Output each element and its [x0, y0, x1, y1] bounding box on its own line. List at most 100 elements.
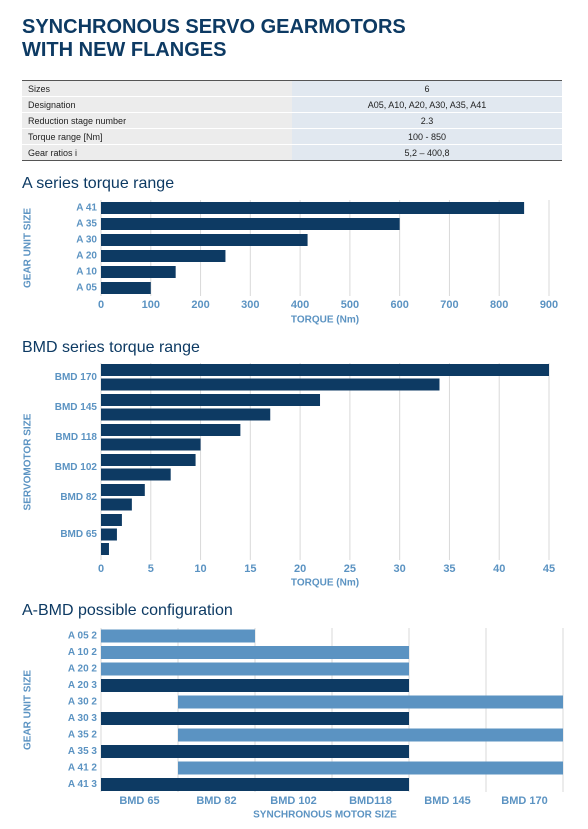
y-tick-label: A 35 3 — [68, 746, 98, 757]
bar — [101, 543, 109, 555]
y-tick-label: A 20 — [76, 251, 97, 262]
x-axis-title: TORQUE (Nm) — [291, 578, 359, 589]
value-cell: 5,2 – 400,8 — [292, 144, 562, 161]
title-line: WITH NEW FLANGES — [22, 39, 227, 61]
x-tick-label: BMD 65 — [119, 795, 159, 807]
y-tick-label: A 10 2 — [68, 647, 98, 658]
x-tick-label: 700 — [440, 299, 458, 311]
y-tick-label: A 20 2 — [68, 664, 98, 675]
bar — [101, 394, 321, 406]
bar — [101, 408, 271, 421]
value-cell: A05, A10, A20, A30, A35, A41 — [292, 96, 562, 113]
y-tick-label: BMD 82 — [60, 492, 97, 503]
y-tick-label: A 30 2 — [68, 697, 98, 708]
table-row: Gear ratios i 5,2 – 400,8 — [22, 144, 562, 161]
bar — [101, 528, 117, 541]
x-tick-label: BMD 82 — [196, 795, 236, 807]
y-axis-title: SERVOMOTOR SIZE — [23, 413, 34, 510]
x-tick-label: 10 — [194, 563, 206, 575]
range-bar — [101, 778, 409, 791]
key-cell: Gear ratios i — [22, 144, 292, 161]
table-row: Torque range [Nm] 100 - 850 — [22, 128, 562, 145]
table-row: Designation A05, A10, A20, A30, A35, A41 — [22, 96, 562, 113]
range-bar — [101, 646, 409, 659]
x-tick-label: 20 — [294, 563, 306, 575]
page-title: SYNCHRONOUS SERVO GEARMOTORS WITH NEW FL… — [22, 16, 406, 62]
y-tick-label: A 30 — [76, 235, 97, 246]
x-tick-label: 600 — [390, 299, 408, 311]
y-tick-label: A 05 — [76, 283, 97, 294]
x-tick-label: 800 — [490, 299, 508, 311]
y-tick-label: BMD 145 — [55, 402, 98, 413]
section-title: A series torque range — [22, 175, 174, 192]
bar — [101, 364, 549, 376]
range-bar — [178, 761, 563, 775]
range-bar — [101, 629, 255, 643]
bar — [101, 514, 122, 526]
x-tick-label: 0 — [98, 563, 104, 575]
bar — [101, 424, 241, 436]
y-tick-label: A 35 — [76, 219, 97, 230]
range-bar — [101, 745, 409, 758]
x-tick-label: BMD 102 — [270, 795, 316, 807]
x-tick-label: 40 — [493, 563, 505, 575]
x-tick-label: 45 — [543, 563, 555, 575]
bar — [101, 454, 196, 466]
bar — [101, 234, 308, 246]
y-axis-title: GEAR UNIT SIZE — [23, 670, 34, 750]
x-tick-label: BMD118 — [349, 795, 392, 807]
x-tick-label: 100 — [142, 299, 160, 311]
x-tick-label: 30 — [394, 563, 406, 575]
range-bar — [101, 662, 409, 676]
range-bar — [101, 679, 409, 692]
range-bar — [178, 695, 563, 709]
y-tick-label: A 10 — [76, 267, 97, 278]
x-tick-label: 5 — [148, 563, 154, 575]
x-tick-label: 200 — [191, 299, 209, 311]
y-tick-label: A 41 3 — [68, 779, 98, 790]
bar — [101, 378, 440, 391]
x-tick-label: 15 — [244, 563, 256, 575]
bar — [101, 468, 171, 481]
y-tick-label: BMD 65 — [60, 529, 97, 540]
spec-table: Sizes 6 Designation A05, A10, A20, A30, A35… — [22, 80, 562, 161]
y-tick-label: A 35 2 — [68, 730, 98, 741]
x-axis-title: SYNCHRONOUS MOTOR SIZE — [253, 810, 397, 821]
section-title: BMD series torque range — [22, 339, 200, 356]
bar — [101, 266, 176, 278]
bar — [101, 202, 525, 214]
y-tick-label: A 20 3 — [68, 680, 98, 691]
x-tick-label: 25 — [344, 563, 356, 575]
x-tick-label: 400 — [291, 299, 309, 311]
x-tick-label: 35 — [443, 563, 455, 575]
range-bar — [178, 728, 563, 742]
y-tick-label: BMD 170 — [55, 372, 98, 383]
bar — [101, 438, 201, 451]
bar — [101, 250, 226, 262]
y-axis-title: GEAR UNIT SIZE — [23, 208, 34, 288]
bar — [101, 498, 132, 511]
x-tick-label: 300 — [241, 299, 259, 311]
y-tick-label: A 30 3 — [68, 713, 98, 724]
y-tick-label: BMD 118 — [55, 432, 97, 443]
x-tick-label: 0 — [98, 299, 104, 311]
bar — [101, 484, 145, 496]
y-tick-label: A 41 — [76, 203, 97, 214]
x-tick-label: BMD 145 — [424, 795, 470, 807]
x-tick-label: BMD 170 — [501, 795, 547, 807]
title-line: SYNCHRONOUS SERVO GEARMOTORS — [22, 16, 406, 38]
section-title: A-BMD possible configuration — [22, 602, 233, 619]
bar — [101, 218, 400, 230]
key-cell: Designation — [22, 96, 292, 113]
x-axis-title: TORQUE (Nm) — [291, 315, 359, 326]
y-tick-label: A 41 2 — [68, 763, 98, 774]
value-cell: 2.3 — [292, 112, 562, 129]
key-cell: Torque range [Nm] — [22, 128, 292, 145]
x-tick-label: 500 — [341, 299, 359, 311]
y-tick-label: A 05 2 — [68, 631, 98, 642]
x-tick-label: 900 — [540, 299, 558, 311]
range-bar — [101, 712, 409, 725]
value-cell: 100 - 850 — [292, 128, 562, 145]
